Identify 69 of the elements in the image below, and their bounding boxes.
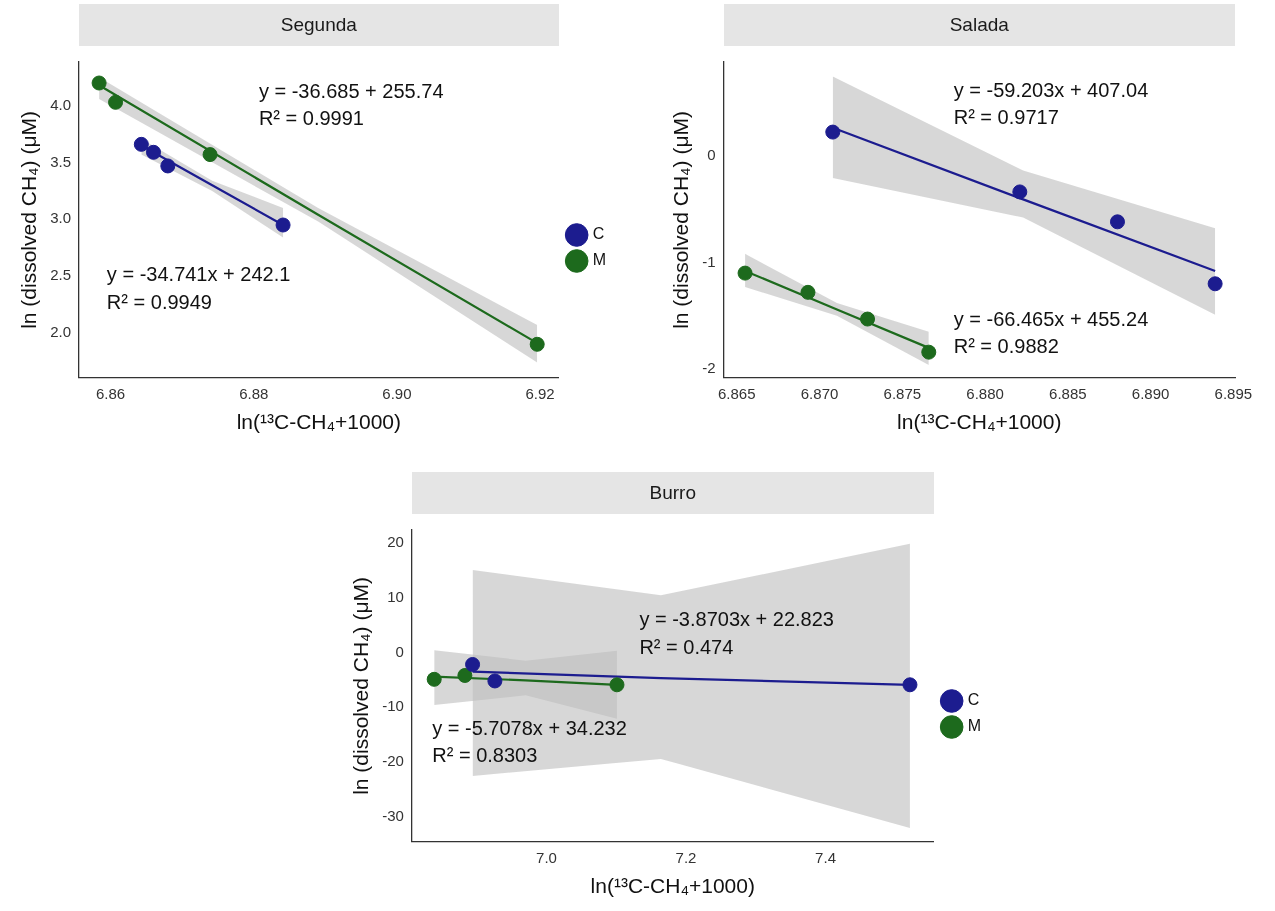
- annotation: R² = 0.9717: [953, 106, 1059, 129]
- annotation: y = -36.685 + 255.74: [258, 80, 444, 103]
- point: [737, 265, 753, 281]
- x-tick-label: 7.0: [536, 848, 557, 866]
- y-tick-label: -10: [382, 697, 404, 715]
- y-axis-title: ln (dissolved CH₄) (μM): [17, 110, 41, 329]
- point: [1109, 214, 1125, 230]
- point: [91, 75, 107, 91]
- y-tick-label: 20: [387, 532, 404, 550]
- legend-label: C: [967, 691, 980, 709]
- x-tick-label: 6.90: [382, 384, 412, 402]
- point: [825, 124, 841, 140]
- x-axis-title: ln(¹³C-CH₄+1000): [590, 874, 755, 898]
- point: [921, 344, 937, 360]
- point: [529, 336, 545, 352]
- y-tick-label: 4.0: [50, 95, 72, 113]
- y-tick-label: 3.5: [50, 152, 72, 170]
- y-tick-label: 0: [395, 642, 404, 660]
- annotation: y = -5.7078x + 34.232: [432, 716, 627, 739]
- legend-label: M: [592, 251, 606, 269]
- point: [146, 144, 161, 160]
- legend-label: M: [967, 717, 981, 735]
- x-tick-label: 6.865: [718, 384, 756, 402]
- x-tick-label: 6.885: [1049, 384, 1087, 402]
- x-tick-label: 7.2: [675, 848, 697, 866]
- point: [133, 136, 149, 152]
- point: [160, 158, 176, 174]
- x-tick-label: 6.895: [1214, 384, 1253, 402]
- y-tick-label: 3.0: [50, 209, 72, 227]
- annotation: y = -66.465x + 455.24: [953, 308, 1149, 331]
- annotation: y = -34.741x + 242.1: [106, 263, 291, 286]
- chart-title: Salada: [723, 4, 1235, 46]
- x-tick-label: 6.86: [95, 384, 126, 402]
- annotation: R² = 0.9991: [258, 107, 364, 130]
- x-tick-label: 6.92: [525, 384, 555, 402]
- y-tick-label: 10: [387, 587, 404, 605]
- x-tick-label: 6.88: [239, 384, 269, 402]
- y-tick-label: 0: [707, 145, 716, 163]
- legend-label: C: [592, 225, 605, 243]
- annotation: R² = 0.9949: [106, 291, 212, 314]
- x-tick-label: 6.875: [883, 384, 922, 402]
- annotation: y = -59.203x + 407.04: [953, 79, 1149, 102]
- y-axis-title: ln (dissolved CH₄) (μM): [669, 110, 693, 329]
- x-tick-label: 6.880: [966, 384, 1004, 402]
- point: [1012, 184, 1028, 200]
- annotation: R² = 0.9882: [953, 335, 1059, 358]
- point: [202, 147, 218, 163]
- chart-title: Segunda: [79, 4, 559, 46]
- point: [108, 94, 124, 110]
- point: [1207, 276, 1223, 292]
- point: [800, 284, 816, 300]
- x-axis-title: ln(¹³C-CH₄+1000): [897, 410, 1062, 434]
- y-tick-label: 2.0: [50, 323, 72, 341]
- x-tick-label: 6.870: [800, 384, 839, 402]
- x-axis-title: ln(¹³C-CH₄+1000): [236, 410, 402, 434]
- y-axis-title: ln (dissolved CH₄) (μM): [349, 576, 373, 795]
- y-tick-label: -20: [382, 752, 404, 770]
- point: [275, 217, 291, 233]
- point: [860, 311, 876, 327]
- annotation: R² = 0.474: [639, 635, 734, 658]
- annotation: R² = 0.8303: [432, 744, 538, 767]
- x-tick-label: 6.890: [1131, 384, 1170, 402]
- y-tick-label: -30: [382, 807, 404, 825]
- x-tick-label: 7.4: [815, 848, 836, 866]
- y-tick-label: -1: [702, 252, 716, 270]
- chart-title: Burro: [411, 472, 934, 514]
- y-tick-label: -2: [702, 359, 716, 377]
- annotation: y = -3.8703x + 22.823: [639, 607, 834, 630]
- y-tick-label: 2.5: [50, 266, 72, 284]
